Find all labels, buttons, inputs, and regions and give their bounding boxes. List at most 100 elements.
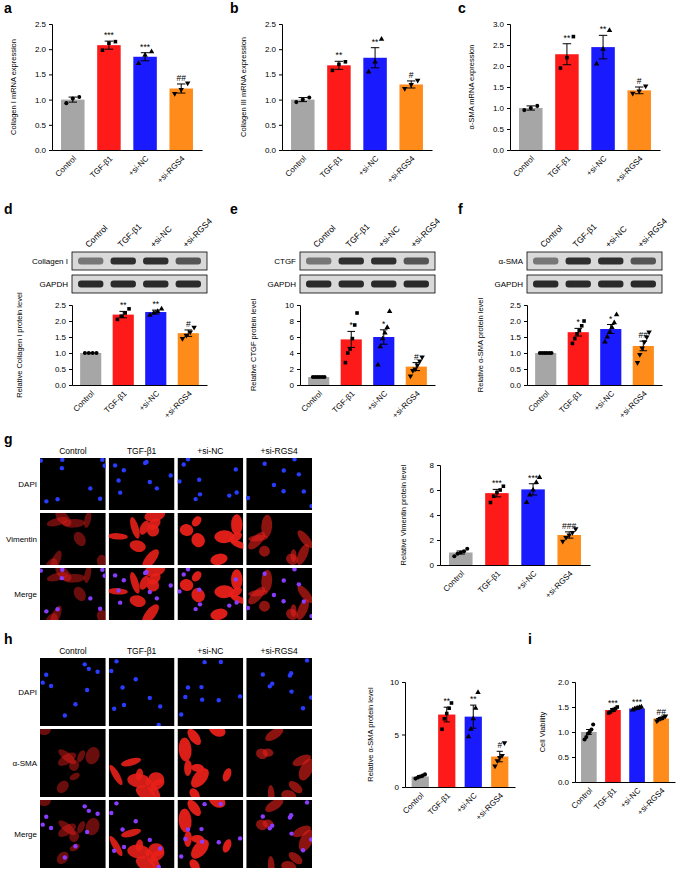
cell-stain	[189, 586, 207, 605]
bar	[133, 57, 156, 150]
panel-label: g	[4, 431, 13, 447]
blot-band	[566, 280, 591, 287]
data-point	[91, 351, 95, 355]
cell-stain	[290, 604, 296, 617]
blot-band	[371, 280, 396, 287]
tick-mark	[49, 49, 52, 50]
tick-mark	[524, 385, 527, 386]
tick: +si-RGS4	[635, 782, 666, 817]
data-point	[379, 36, 384, 41]
tick-mark	[69, 385, 72, 386]
data-point	[452, 554, 456, 558]
data-point	[499, 754, 504, 759]
data-point	[187, 331, 192, 336]
bar	[178, 333, 199, 385]
blot-frame	[527, 275, 662, 293]
data-point	[301, 98, 305, 102]
nucleus	[198, 492, 202, 496]
nucleus	[186, 567, 190, 571]
nucleus	[148, 480, 152, 484]
data-point	[471, 716, 476, 721]
tick: 1.0	[510, 349, 527, 358]
data-point	[83, 351, 87, 355]
tick-label: TGF-β1	[331, 389, 357, 415]
cell-stain	[178, 737, 193, 762]
data-point	[87, 351, 91, 355]
blot-band	[306, 280, 331, 287]
data-point	[594, 61, 599, 66]
tick: 0.5	[35, 121, 52, 130]
data-point	[578, 329, 582, 333]
error-bar	[574, 328, 582, 336]
cell-stain	[258, 544, 272, 558]
nucleus	[297, 582, 301, 586]
tick: +si-RGS4	[156, 150, 187, 185]
micrograph	[109, 658, 175, 727]
data-point	[408, 375, 413, 380]
significance: ##	[176, 73, 186, 83]
row-label: Merge	[14, 590, 37, 599]
tick: 1.0	[55, 349, 72, 358]
blot-label: α-SMA	[498, 257, 523, 266]
micrograph	[177, 567, 248, 621]
tick-label: TGF-β1	[546, 154, 572, 180]
cell-stain	[263, 796, 285, 815]
lane-label: TGF-β1	[344, 221, 372, 249]
cell-stain	[143, 777, 163, 801]
tick-label: 0	[290, 381, 295, 390]
nucleus	[197, 478, 201, 482]
tick: +si-NC	[357, 150, 381, 178]
tick-mark	[297, 353, 300, 354]
tick: TGF-β1	[103, 385, 129, 415]
data-point	[353, 323, 357, 327]
tick-label: 0	[395, 783, 400, 792]
tick: TGF-β1	[426, 787, 452, 817]
data-point	[572, 35, 576, 39]
cell-stain	[37, 723, 51, 735]
tick: +si-RGS4	[618, 385, 649, 420]
micrograph	[178, 658, 244, 726]
nucleus	[261, 672, 265, 676]
nucleus	[199, 827, 203, 831]
micrograph-bg	[246, 800, 312, 868]
plot-area	[291, 36, 423, 150]
nucleus	[157, 723, 161, 727]
panel-label: e	[230, 201, 238, 217]
blot-band	[404, 257, 429, 264]
nucleus	[288, 815, 292, 819]
tick: +si-NC	[365, 385, 389, 413]
data-point	[116, 318, 120, 322]
tick: 0.0	[558, 778, 575, 787]
tick-label: 3.0	[493, 20, 505, 29]
data-point	[337, 63, 341, 67]
bar-chart: 02468ControlTGF-β1+si-NC+si-RGS4Relative…	[399, 461, 591, 600]
cell-stain	[68, 842, 81, 853]
nucleus	[98, 497, 102, 501]
tick-label: 0.0	[55, 381, 67, 390]
nucleus	[292, 457, 296, 461]
bar	[600, 329, 621, 385]
nucleus	[234, 467, 238, 471]
data-point	[447, 706, 451, 710]
blot-band	[143, 280, 168, 287]
bar	[97, 45, 120, 150]
tick-mark	[49, 100, 52, 101]
data-point	[344, 361, 348, 365]
tick-mark	[507, 129, 510, 130]
micrograph-grid: ControlTGF-β1+si-NC+si-RGS4DAPIVimentinM…	[6, 446, 315, 629]
tick: 0.5	[510, 365, 527, 374]
column-label: TGF-β1	[127, 646, 157, 656]
data-point	[605, 334, 610, 339]
blot-band	[631, 257, 656, 264]
cell-stain	[37, 794, 51, 806]
tick: 2.5	[265, 20, 282, 29]
cell-stain	[248, 589, 268, 597]
error-bar	[335, 61, 343, 69]
tick-mark	[279, 125, 282, 126]
nucleus	[158, 704, 162, 708]
bar	[627, 90, 650, 150]
cell-stain	[53, 508, 75, 529]
significance: ###	[562, 521, 576, 531]
tick-label: 2	[430, 536, 435, 545]
bar	[363, 58, 386, 150]
